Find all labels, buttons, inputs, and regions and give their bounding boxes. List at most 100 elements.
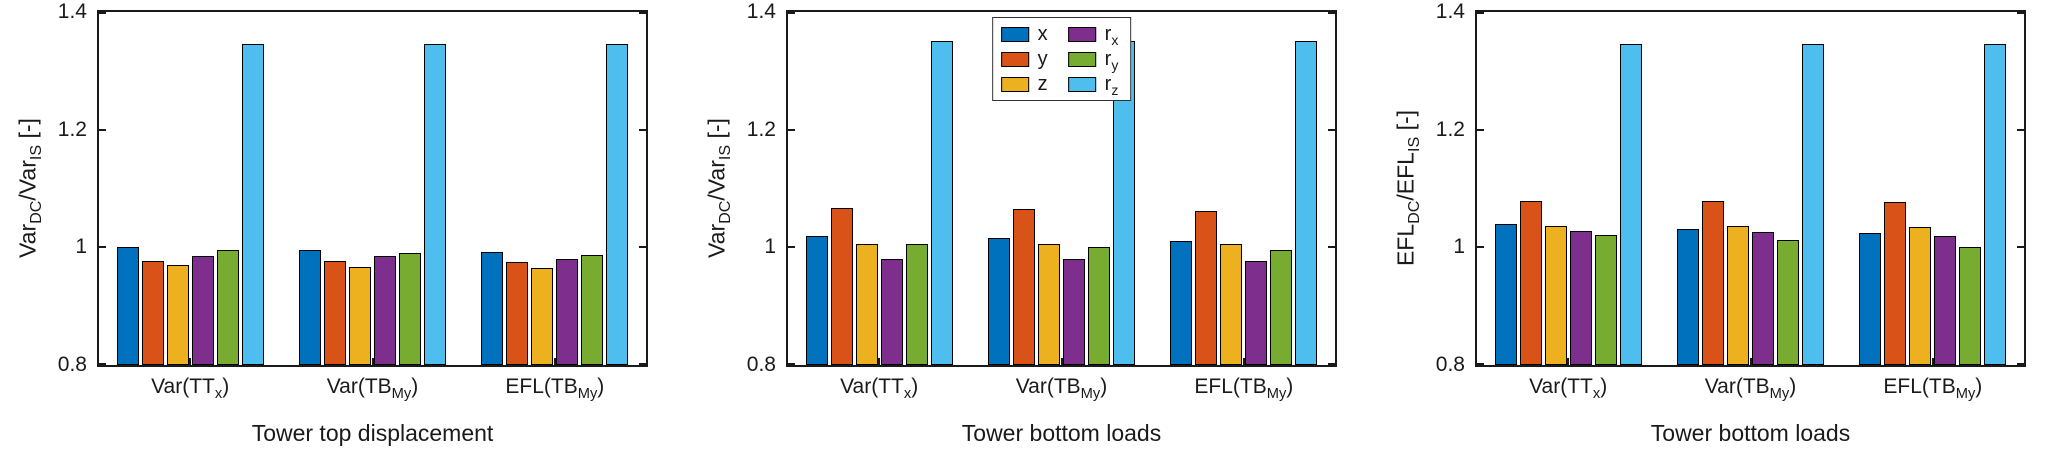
y-tick-mark <box>1328 128 1335 131</box>
x-tick-label: EFL(TBMy) <box>505 375 605 403</box>
bar-ry-group-3 <box>581 254 604 365</box>
bar-x-group-3 <box>1859 232 1882 365</box>
bar-rz-group-2 <box>1802 44 1824 365</box>
y-tick-label: 1.4 <box>746 0 776 23</box>
y-tick-mark <box>788 12 795 14</box>
y-axis-label: EFLDC/EFLIS [-] <box>1392 109 1424 267</box>
bar-ry-group-1 <box>1594 234 1617 365</box>
bar-rz-group-1 <box>1619 44 1642 365</box>
legend-swatch-z <box>1000 76 1029 92</box>
bar-z-group-3 <box>1909 226 1932 365</box>
legend-swatch-ry <box>1067 51 1096 67</box>
y-tick-mark <box>788 363 795 365</box>
x-tick-mark <box>1931 358 1934 365</box>
y-tick-mark <box>1328 12 1335 14</box>
bar-y-group-3 <box>1884 202 1907 365</box>
y-tick-label: 1.2 <box>57 117 87 141</box>
bar-ry-group-2 <box>1777 240 1799 365</box>
x-tick-mark <box>1749 358 1752 365</box>
legend-entry-rx: rx <box>1067 23 1119 48</box>
bar-z-group-2 <box>349 267 371 365</box>
bar-z-group-2 <box>1727 226 1749 365</box>
bar-ry-group-2 <box>399 252 421 365</box>
y-tick-mark <box>1328 363 1335 365</box>
legend-entry-z: z <box>1000 73 1048 95</box>
plot-area <box>97 10 648 367</box>
legend-entry-y: y <box>1000 48 1048 70</box>
y-tick-mark <box>1477 128 1484 131</box>
y-tick-mark <box>788 246 795 249</box>
x-tick-mark <box>371 358 374 365</box>
bar-y-group-1 <box>1519 201 1542 365</box>
legend-label: rz <box>1104 73 1119 98</box>
y-tick-label: 1 <box>764 235 776 259</box>
y-tick-mark <box>2017 12 2024 14</box>
x-tick-mark <box>1567 358 1570 365</box>
y-axis-label: VarDC/VarIS [-] <box>14 118 46 258</box>
bar-rx-group-3 <box>556 259 579 365</box>
x-tick-label: Var(TTx) <box>840 375 919 403</box>
y-tick-mark <box>639 246 646 249</box>
y-tick-label: 0.8 <box>746 353 776 376</box>
x-tick-mark <box>189 358 192 365</box>
x-tick-label: Var(TBMy) <box>1704 375 1797 403</box>
legend-label: ry <box>1104 48 1119 73</box>
bar-rz-group-1 <box>930 41 953 365</box>
y-tick-mark <box>1328 246 1335 249</box>
bar-rz-group-3 <box>1295 41 1318 365</box>
y-tick-mark <box>99 12 106 14</box>
bar-rx-group-2 <box>374 256 396 365</box>
y-tick-mark <box>639 12 646 14</box>
legend-entry-ry: ry <box>1067 48 1119 73</box>
bar-rx-group-2 <box>1063 259 1085 365</box>
y-tick-label: 1 <box>75 235 87 259</box>
y-tick-mark <box>2017 246 2024 249</box>
legend-swatch-y <box>1000 51 1029 67</box>
bar-ry-group-1 <box>216 250 239 365</box>
bar-y-group-1 <box>141 261 164 365</box>
x-tick-mark <box>1242 358 1245 365</box>
legend-swatch-rx <box>1067 26 1096 42</box>
legend-swatch-rz <box>1067 76 1096 92</box>
y-tick-mark <box>99 246 106 249</box>
bar-x-group-1 <box>1494 223 1517 365</box>
bar-z-group-1 <box>1544 225 1567 365</box>
y-tick-label: 1.4 <box>57 0 87 23</box>
bar-ry-group-3 <box>1270 249 1293 365</box>
legend-swatch-x <box>1000 26 1029 42</box>
bar-ry-group-2 <box>1088 247 1110 365</box>
y-tick-label: 1.2 <box>746 117 776 141</box>
y-tick-mark <box>99 363 106 365</box>
bar-ry-group-3 <box>1959 247 1982 365</box>
bar-y-group-3 <box>506 262 529 365</box>
bar-rx-group-3 <box>1934 235 1957 365</box>
x-tick-label: Var(TBMy) <box>326 375 419 403</box>
bar-x-group-2 <box>1677 228 1699 365</box>
legend-label: z <box>1037 73 1048 95</box>
variance-chart-tower-bottom: VarDC/VarIS [-] x y z rx ry rz Tower bottom l… <box>689 0 1378 471</box>
bar-y-group-3 <box>1195 210 1218 365</box>
bar-rx-group-3 <box>1245 261 1268 365</box>
x-tick-mark <box>1060 358 1063 365</box>
plot-area <box>1475 10 2026 367</box>
bar-rx-group-2 <box>1752 232 1774 365</box>
bar-y-group-1 <box>830 207 853 365</box>
x-tick-label: Var(TTx) <box>151 375 230 403</box>
x-tick-label: EFL(TBMy) <box>1194 375 1294 403</box>
bar-x-group-2 <box>299 250 321 365</box>
bar-rz-group-2 <box>424 44 446 365</box>
y-tick-mark <box>1477 12 1484 14</box>
y-tick-mark <box>639 128 646 131</box>
bar-rz-group-3 <box>606 44 629 365</box>
bar-rx-group-1 <box>191 255 214 365</box>
bar-x-group-1 <box>805 235 828 365</box>
bar-rz-group-3 <box>1984 44 2007 365</box>
y-tick-label: 0.8 <box>1435 353 1465 376</box>
bar-x-group-3 <box>1170 241 1193 365</box>
legend: x y z rx ry rz <box>991 17 1132 101</box>
bar-ry-group-1 <box>905 244 928 365</box>
legend-label: rx <box>1104 23 1119 48</box>
bar-rx-group-1 <box>1569 231 1592 365</box>
legend-label: x <box>1037 23 1048 45</box>
